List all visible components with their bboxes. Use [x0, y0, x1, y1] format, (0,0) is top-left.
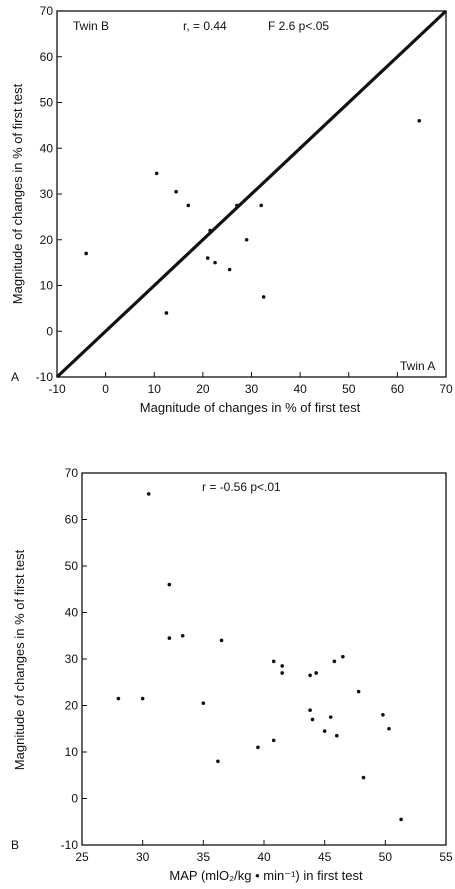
- panel-b-data-point: [310, 717, 315, 722]
- panel-b-data-point: [335, 733, 339, 738]
- panel-b-data-point: [356, 689, 361, 694]
- panel-a-series-y-label: Twin B: [73, 19, 109, 33]
- panel-b-y-tick-label: -10: [61, 838, 79, 852]
- panel-a-data-point: [259, 203, 264, 208]
- panel-a-y-tick-label: 10: [40, 279, 54, 293]
- panel-b-x-tick-label: 45: [318, 850, 332, 864]
- panel-a-x-tick-label: 50: [342, 382, 356, 396]
- panel-b: -10 0 10 20 30 40 50 60 70 25 30 35 40 45 50 55 r = -0…: [11, 466, 453, 883]
- panel-b-data-point: [399, 817, 403, 822]
- panel-b-y-tick-label: 20: [65, 699, 79, 713]
- panel-b-data-point: [271, 659, 276, 664]
- panel-a-y-tick-label: 70: [40, 4, 54, 18]
- panel-a-x-tick-label: 40: [293, 382, 307, 396]
- panel-b-y-ticks: -10 0 10 20 30 40 50 60 70: [61, 466, 87, 852]
- panel-b-y-tick-label: 70: [65, 466, 79, 480]
- panel-a-data-point: [164, 311, 169, 315]
- panel-a-y-tick-label: 50: [40, 96, 54, 110]
- panel-b-x-tick-label: 55: [439, 850, 453, 864]
- panel-a-x-tick-label: 70: [439, 382, 453, 396]
- panel-a-data-point: [205, 256, 210, 260]
- panel-b-y-tick-label: 60: [65, 513, 79, 527]
- panel-b-data-point: [387, 726, 391, 731]
- panel-b-x-axis-label: MAP (mlO₂/kg • min⁻¹) in first test: [169, 868, 363, 883]
- panel-a-data-point: [213, 260, 217, 265]
- panel-a-data-point: [417, 119, 422, 123]
- panel-a-y-axis-label: Magnitude of changes in % of first test: [10, 83, 25, 304]
- panel-b-x-tick-label: 25: [75, 850, 89, 864]
- panel-a-y-ticks: -10 0 10 20 30 40 50 60 70: [36, 4, 62, 384]
- panel-a-f-annotation: F 2.6 p<.05: [268, 19, 329, 33]
- panel-b-data-point: [308, 673, 312, 678]
- panel-b-y-tick-label: 10: [65, 745, 79, 759]
- panel-a-y-tick-label: 20: [40, 233, 54, 247]
- panel-b-data-point: [167, 636, 172, 640]
- panel-b-y-tick-label: 40: [65, 606, 79, 620]
- panel-b-x-tick-label: 50: [379, 850, 393, 864]
- panel-a-x-tick-label: 0: [102, 382, 109, 396]
- panel-b-data-point: [219, 638, 224, 643]
- panel-b-data-point: [341, 654, 345, 659]
- panel-b-data-point: [180, 633, 185, 638]
- panel-a-data-point: [154, 171, 159, 176]
- panel-a-data-point: [235, 203, 239, 208]
- panel-a-y-tick-label: -10: [36, 370, 54, 384]
- panel-b-data-point: [116, 696, 121, 701]
- panel-a-identity-line: [55, 9, 448, 379]
- panel-b-data-point: [201, 701, 206, 705]
- panel-b-data-point: [167, 582, 172, 587]
- panel-b-letter: B: [11, 838, 19, 852]
- panel-a-r-annotation: r, = 0.44: [183, 19, 227, 33]
- panel-b-data-point: [280, 671, 285, 675]
- panel-a-data-point: [261, 295, 266, 299]
- panel-a-data-point: [208, 228, 212, 233]
- panel-a-data-point: [244, 237, 249, 242]
- panel-a-x-tick-label: 20: [196, 382, 210, 396]
- panel-a-x-tick-label: 30: [245, 382, 259, 396]
- panel-b-data-point: [216, 759, 220, 764]
- panel-b-data-point: [271, 738, 276, 743]
- panel-b-y-tick-label: 0: [71, 792, 78, 806]
- panel-b-data-point: [146, 492, 151, 496]
- panel-b-x-tick-label: 35: [197, 850, 211, 864]
- panel-b-data-point: [332, 659, 337, 664]
- panel-b-data-point: [361, 775, 366, 780]
- panel-b-frame: [81, 472, 447, 846]
- panel-a-x-tick-label: 60: [391, 382, 405, 396]
- panel-b-x-ticks: 25 30 35 40 45 50 55: [75, 840, 453, 864]
- panel-a-data-point: [186, 203, 191, 208]
- panel-b-data-point: [280, 664, 285, 668]
- panel-b-r-annotation: r = -0.56 p<.01: [202, 480, 281, 494]
- panel-a-data-point: [84, 251, 88, 256]
- panel-a-y-tick-label: 40: [40, 141, 54, 155]
- panel-b-x-tick-label: 30: [136, 850, 150, 864]
- panel-a-data-point: [227, 267, 232, 272]
- panel-a-x-ticks: -10 0 10 20 30 40 50 60 70: [48, 372, 453, 396]
- panel-b-data-point: [322, 729, 327, 733]
- panel-b-y-tick-label: 30: [65, 652, 79, 666]
- panel-b-x-tick-label: 40: [257, 850, 271, 864]
- panel-a-letter: A: [11, 370, 19, 384]
- panel-b-y-tick-label: 50: [65, 559, 79, 573]
- panel-b-points: [116, 492, 403, 822]
- panel-a-y-tick-label: 60: [40, 50, 54, 64]
- panel-b-data-point: [314, 671, 318, 675]
- panel-a-y-tick-label: 30: [40, 187, 54, 201]
- panel-a-points: [84, 119, 422, 315]
- panel-b-data-point: [328, 715, 333, 719]
- panel-a-y-tick-label: 0: [46, 324, 53, 338]
- panel-a: -10 0 10 20 30 40 50 60 70 -10 0 10 20 30 40 50 60 70 Tw…: [10, 4, 453, 415]
- panel-a-series-x-label: Twin A: [400, 359, 435, 373]
- panel-a-data-point: [174, 189, 178, 194]
- panel-b-data-point: [256, 745, 260, 750]
- panel-b-data-point: [140, 696, 145, 701]
- panel-b-data-point: [308, 708, 312, 712]
- panel-b-y-axis-label: Magnitude of changes in % of first test: [12, 549, 27, 770]
- panel-a-x-tick-label: -10: [48, 382, 66, 396]
- panel-b-data-point: [381, 713, 385, 717]
- panel-a-x-axis-label: Magnitude of changes in % of first test: [140, 400, 361, 415]
- panel-a-x-tick-label: 10: [148, 382, 162, 396]
